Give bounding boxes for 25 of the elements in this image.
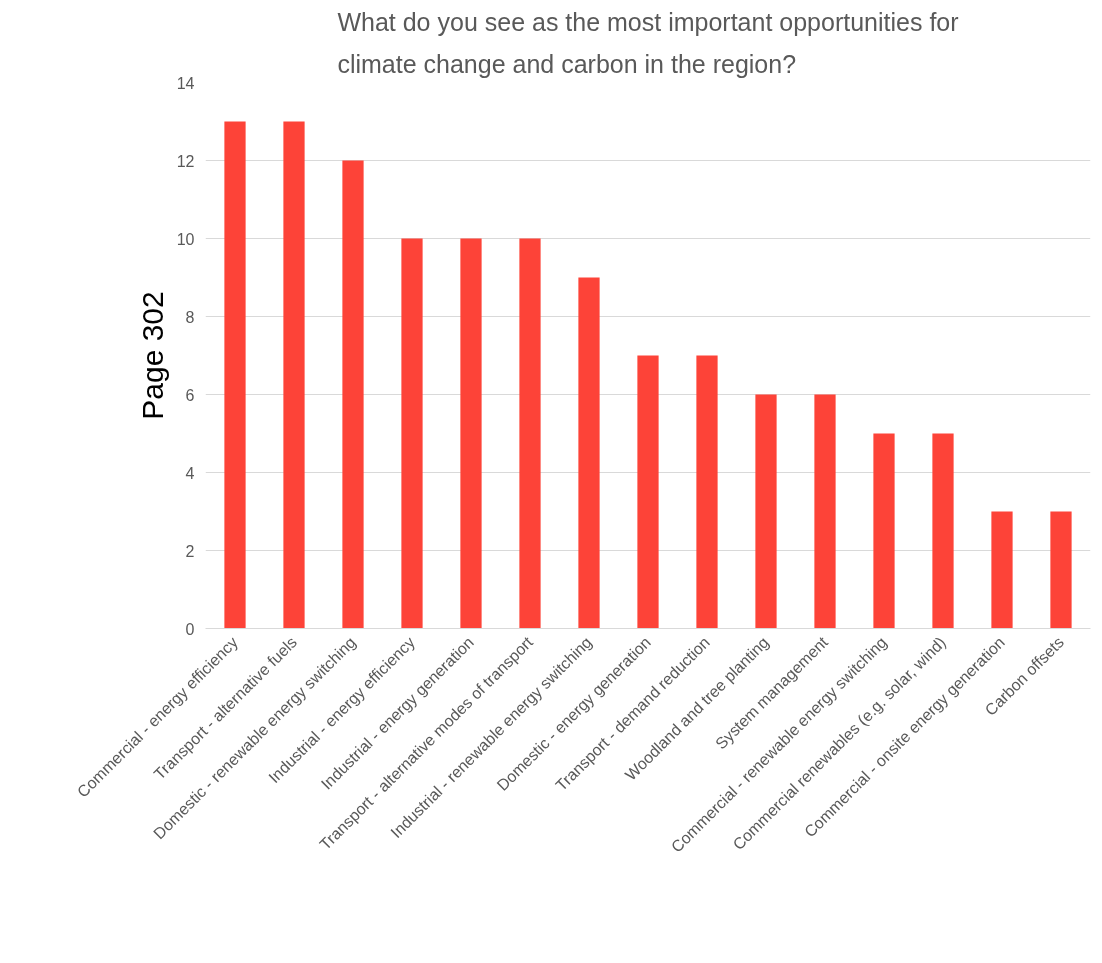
y-tick-label: 4 <box>185 464 195 482</box>
text: Page 302 <box>135 291 169 420</box>
bar <box>519 238 541 629</box>
bar <box>1050 511 1072 629</box>
bar <box>873 433 895 629</box>
y-tick-label: 10 <box>176 230 195 248</box>
bar <box>991 511 1013 629</box>
y-tick-label: 14 <box>176 74 195 92</box>
y-tick-label: 8 <box>185 308 195 326</box>
y-tick-label: 0 <box>185 620 195 638</box>
bar <box>283 121 305 629</box>
y-tick-label: 6 <box>185 386 195 404</box>
bar <box>637 355 659 629</box>
bar <box>578 277 600 629</box>
bar <box>401 238 423 629</box>
bar <box>814 394 836 629</box>
chart-title: What do you see as the most important opportunities for climate change and carbon in the region? <box>337 7 959 78</box>
bar <box>755 394 777 629</box>
y-tick-label: 12 <box>176 152 195 170</box>
bar <box>342 160 364 629</box>
bar <box>932 433 954 629</box>
bar <box>696 355 718 629</box>
bar <box>224 121 246 629</box>
y-tick-label: 2 <box>185 542 195 560</box>
bar <box>460 238 482 629</box>
